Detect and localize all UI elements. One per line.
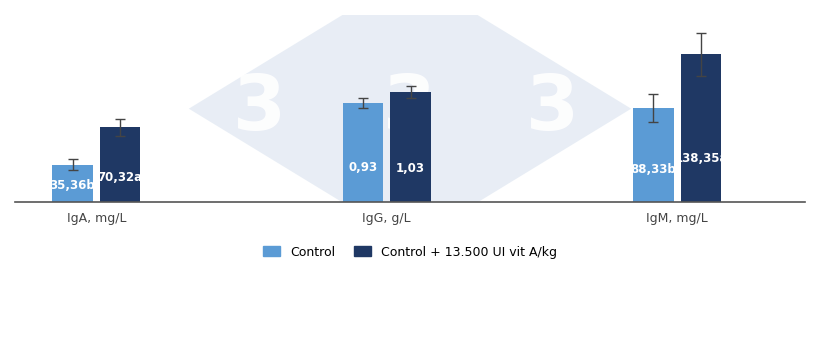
Text: 70,32a: 70,32a xyxy=(97,171,143,183)
Bar xyxy=(680,54,721,202)
Bar xyxy=(390,92,431,202)
Text: 88,33b: 88,33b xyxy=(630,163,676,176)
Text: 35,36b: 35,36b xyxy=(50,179,95,192)
Bar xyxy=(342,103,382,202)
Text: 3: 3 xyxy=(383,72,436,146)
Bar xyxy=(632,108,673,202)
Legend: Control, Control + 13.500 UI vit A/kg: Control, Control + 13.500 UI vit A/kg xyxy=(257,241,562,264)
Bar xyxy=(52,164,93,202)
Polygon shape xyxy=(188,0,631,244)
Text: 3: 3 xyxy=(233,72,286,146)
Text: 3: 3 xyxy=(525,72,578,146)
Text: 0,93: 0,93 xyxy=(348,161,377,175)
Text: 138,35a: 138,35a xyxy=(673,152,727,165)
Text: 1,03: 1,03 xyxy=(396,162,424,175)
Bar xyxy=(100,127,140,202)
